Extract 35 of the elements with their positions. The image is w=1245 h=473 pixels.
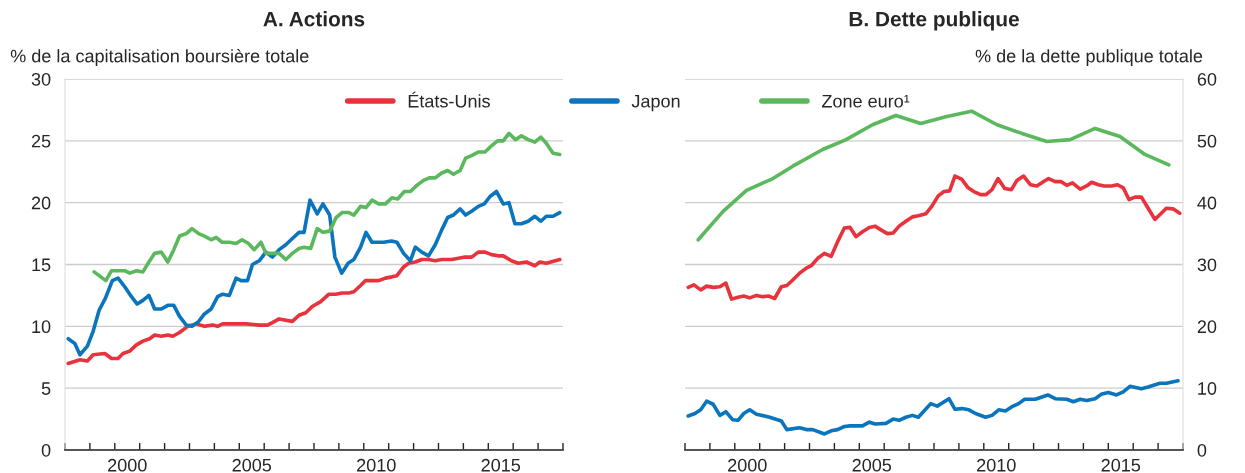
y2-tick-label: 30 (1197, 258, 1217, 272)
y2-tick-label: 60 (1197, 72, 1217, 86)
legend-label: États-Unis (408, 91, 490, 108)
y-tick-label: 15 (32, 258, 51, 272)
y-tick-label: 10 (32, 320, 51, 334)
line-series (92, 131, 562, 283)
x-tick-label: 2015 (1101, 458, 1141, 472)
line-series (66, 250, 562, 366)
y-tick-label: 25 (31, 134, 51, 148)
y-axis-title: % de la capitalisation boursière totale (10, 48, 309, 67)
y2-tick-label: 20 (1197, 320, 1217, 334)
x-tick-label: 2000 (728, 458, 767, 472)
x-tick-label: 2010 (357, 458, 396, 472)
x-tick-label: 2015 (481, 458, 521, 472)
legend-label: Japon (631, 94, 680, 112)
line-series (686, 174, 1182, 301)
legend-label: Zone euro¹ (822, 94, 910, 108)
chart-title: B. Dette publique (849, 11, 1019, 31)
line-series (66, 189, 562, 357)
y2-tick-label: 40 (1197, 196, 1217, 210)
line-series (696, 109, 1171, 242)
chart-title: A. Actions (263, 11, 365, 27)
x-tick-label: 2000 (108, 458, 147, 472)
y2-tick-label: 0 (1197, 443, 1207, 457)
line-series (686, 378, 1180, 436)
x-tick-label: 2005 (232, 458, 272, 472)
x-tick-label: 2005 (852, 458, 892, 472)
y2-axis-title: % de la dette publique totale (975, 49, 1203, 67)
y2-tick-label: 50 (1197, 134, 1217, 148)
y2-tick-label: 10 (1198, 382, 1217, 395)
y-tick-label: 0 (41, 443, 51, 457)
y-tick-label: 20 (31, 196, 51, 210)
x-tick-label: 2010 (977, 458, 1016, 472)
y-tick-label: 30 (31, 72, 51, 86)
y-tick-label: 5 (41, 382, 51, 395)
